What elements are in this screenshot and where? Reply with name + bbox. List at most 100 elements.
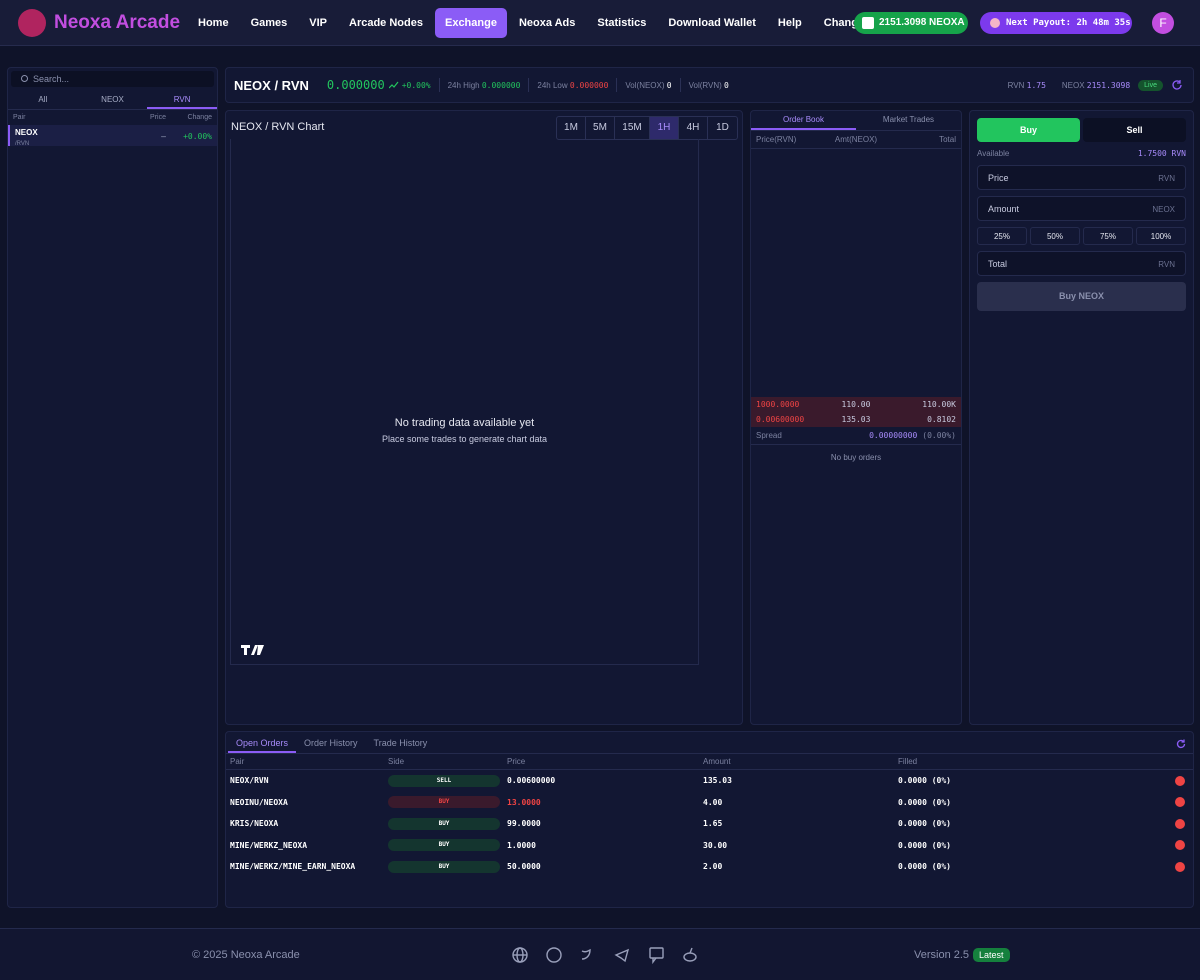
buy-sell-tabs: Buy Sell — [977, 118, 1186, 142]
sidebar-tab[interactable]: NEOX — [101, 95, 124, 104]
nav-link[interactable]: Games — [250, 17, 288, 29]
timeframe-button[interactable]: 1D — [716, 122, 729, 133]
side-badge: BUY — [388, 860, 500, 873]
empty-title: No trading data available yet — [394, 417, 535, 429]
copyright: © 2025 Neoxa Arcade — [192, 949, 300, 961]
asks-area: 1000.0000 110.00 110.00K 0.00600000 135.03 0.… — [751, 397, 961, 462]
order-cell: 0.0000 (0%) — [898, 776, 1175, 785]
no-bids: No buy orders — [830, 453, 882, 462]
nav-link[interactable]: Neoxa Ads — [518, 17, 576, 29]
nav-link[interactable]: Home — [198, 17, 229, 29]
column-header: Amt(NEOX) — [834, 135, 878, 144]
amount-label: Amount — [988, 204, 1020, 214]
percent-button[interactable]: 50% — [1030, 227, 1080, 245]
percent-button[interactable]: 25% — [977, 227, 1027, 245]
cancel-button[interactable] — [1175, 840, 1185, 851]
order-cell: 0.0000 (0%) — [898, 841, 1175, 850]
price-input[interactable]: Price RVN — [977, 165, 1186, 190]
ask-cell: 1000.0000 — [756, 400, 800, 409]
side-tab[interactable]: Buy — [977, 118, 1080, 142]
cancel-button[interactable] — [1175, 818, 1185, 829]
timeframe-button[interactable]: 5M — [586, 117, 615, 139]
ask-row: 0.00600000 135.03 0.8102 — [751, 412, 961, 427]
cancel-button[interactable] — [1175, 861, 1185, 872]
wallet-balance[interactable]: 2151.3098 NEOXA — [854, 12, 968, 34]
footer: © 2025 Neoxa Arcade Version 2.5 Latest — [0, 928, 1200, 980]
order-cell: 135.03 — [703, 776, 898, 785]
timeframe-button[interactable]: 4H — [679, 117, 708, 139]
orders-tab[interactable]: Trade History — [373, 738, 428, 748]
order-row: NEOINU/NEOXA BUY 13.0000 4.00 0.0000 (0%) — [226, 792, 1193, 814]
orders-tab[interactable]: Order History — [304, 738, 358, 748]
spread-row: Spread 0.00000000 (0.00%) — [751, 427, 961, 445]
orders-tabs: Open Orders Order History Trade History — [226, 732, 1193, 754]
logo[interactable] — [18, 9, 46, 37]
pair-row[interactable]: NEOX/RVN – +0.00% — [8, 125, 217, 147]
reddit-icon[interactable] — [683, 952, 697, 962]
order-cell: NEOINU/NEOXA — [230, 798, 388, 807]
cell-text: NEOX/RVN — [230, 776, 269, 786]
price-label: Price — [988, 173, 1009, 183]
vol-neox-label: Vol(NEOX) — [625, 80, 665, 90]
cancel-button[interactable] — [1175, 775, 1185, 786]
orderbook-tab[interactable]: Order Book — [751, 111, 856, 130]
timeframe-button[interactable]: 1H — [650, 117, 679, 139]
vol-rvn: 0 — [724, 80, 729, 90]
submit-button[interactable]: Buy NEOX — [977, 282, 1186, 311]
github-icon[interactable] — [546, 947, 562, 963]
total-input[interactable]: Total RVN — [977, 251, 1186, 276]
brand[interactable]: Neoxa Arcade — [54, 12, 181, 33]
nav-link[interactable]: Arcade Nodes — [349, 17, 423, 29]
orders-panel: Open Orders Order History Trade History Pa… — [225, 731, 1194, 908]
timeframe-button[interactable]: 1M — [557, 117, 586, 139]
timeframe-button[interactable]: 15M — [615, 117, 650, 139]
pair-quote: /RVN — [15, 141, 30, 147]
twitter-icon[interactable] — [581, 948, 591, 960]
nav-link[interactable]: Download Wallet — [668, 17, 756, 29]
ask-row: 1000.0000 110.00 110.00K — [751, 397, 961, 412]
trend-icon — [388, 81, 399, 89]
refresh-icon[interactable] — [1171, 79, 1183, 91]
cell-text: 135.03 — [703, 776, 732, 786]
price-unit: RVN — [1158, 174, 1175, 183]
nav-link[interactable]: Help — [777, 17, 802, 29]
pair-sidebar: Search... All NEOX RVN Pair Price Change NEO… — [7, 67, 218, 908]
nav-link[interactable]: Exchange — [434, 8, 507, 38]
orders-refresh[interactable] — [1176, 739, 1186, 749]
percent-button[interactable]: 100% — [1136, 227, 1186, 245]
chat-icon[interactable] — [649, 947, 664, 959]
order-cell: 13.0000 — [507, 798, 703, 807]
order-cell: 0.0000 (0%) — [898, 819, 1175, 828]
sidebar-columns: Pair Price Change — [8, 110, 217, 125]
search-input[interactable]: Search... — [11, 71, 214, 87]
ticker-price: 0.000000 — [326, 78, 385, 92]
asks: 1000.0000 110.00 110.00K 0.00600000 135.03 0.… — [751, 397, 961, 427]
cancel-button[interactable] — [1175, 797, 1185, 808]
telegram-icon[interactable] — [614, 948, 630, 963]
low-label: 24h Low — [537, 80, 568, 90]
nav-link[interactable]: VIP — [309, 17, 327, 29]
nav-links: Home Games VIP Arcade Nodes Exchange Neoxa Ad… — [188, 8, 893, 38]
order-row: KRIS/NEOXA BUY 99.0000 1.65 0.0000 (0%) — [226, 813, 1193, 835]
cell-text: MINE/WERKZ_NEOXA — [230, 840, 308, 850]
side-tab[interactable]: Sell — [1083, 118, 1186, 142]
chart-title: NEOX / RVN Chart — [231, 121, 325, 133]
tradingview-logo — [241, 645, 264, 655]
nav-link[interactable]: Statistics — [597, 17, 647, 29]
sidebar-tab[interactable]: All — [38, 95, 48, 104]
spread-value: 0.00000000 — [869, 431, 918, 440]
order-cell: 1.65 — [703, 819, 898, 828]
avatar[interactable]: F — [1152, 12, 1174, 34]
amount-input[interactable]: Amount NEOX — [977, 196, 1186, 221]
orderbook-tab[interactable]: Market Trades — [882, 115, 935, 124]
rvn-label: RVN — [1007, 80, 1025, 90]
side-badge: SELL — [388, 774, 500, 787]
sidebar-tab[interactable]: RVN — [147, 90, 218, 109]
order-cell: 0.00600000 — [507, 776, 703, 785]
pair-change: +0.00% — [183, 132, 212, 141]
order-cell: MINE/WERKZ/MINE_EARN_NEOXA — [230, 862, 388, 871]
orders-tab[interactable]: Open Orders — [228, 732, 297, 753]
percent-button[interactable]: 75% — [1083, 227, 1133, 245]
cell-text: 2.00 — [703, 862, 723, 872]
order-row: MINE/WERKZ_NEOXA BUY 1.0000 30.00 0.0000 (0%… — [226, 835, 1193, 857]
